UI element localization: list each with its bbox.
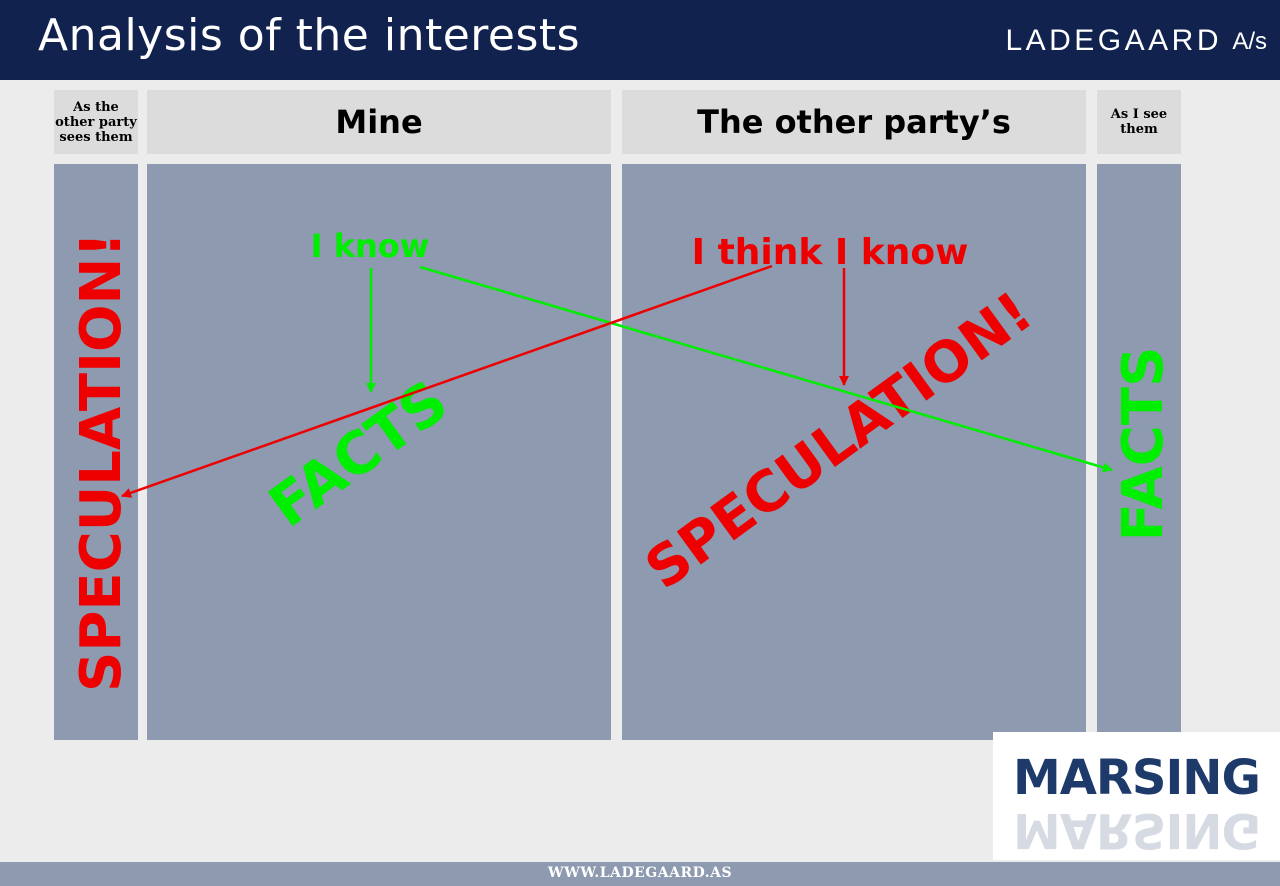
brand-logo: LADEGAARD <box>1005 24 1222 57</box>
footer-bar: WWW.LADEGAARD.AS <box>0 862 1280 886</box>
marsing-logo-text: MARSING <box>1013 750 1261 806</box>
column-heading-as-i-see: As I see them <box>1097 90 1181 154</box>
column-heading-other-party-sees: As the other party sees them <box>54 90 138 154</box>
speculation-left-label: SPECULATION! <box>69 232 134 692</box>
column-panel-as-i-see <box>1097 164 1181 740</box>
column-heading-mine: Mine <box>147 90 611 154</box>
column-panel-other-party-sees <box>54 164 138 740</box>
i-know-label: I know <box>311 227 430 265</box>
column-panel-other-party <box>622 164 1086 740</box>
brand-suffix: A/s <box>1232 28 1267 55</box>
column-heading-other-party: The other party’s <box>622 90 1086 154</box>
page-title: Analysis of the interests <box>38 10 581 61</box>
header-bar: Analysis of the interests LADEGAARD A/s <box>0 0 1280 80</box>
i-think-i-know-label: I think I know <box>692 232 969 273</box>
arrow-i-know-to-right-facts <box>419 265 1113 473</box>
marsing-logo: MARSING MARSING <box>993 732 1280 860</box>
facts-right-label: FACTS <box>1111 347 1176 542</box>
arrow-think-to-left-speculation <box>121 264 773 498</box>
facts-mine-label: FACTS <box>257 367 460 541</box>
speculation-other-label: SPECULATION! <box>634 280 1044 603</box>
column-panel-mine <box>147 164 611 740</box>
footer-url[interactable]: WWW.LADEGAARD.AS <box>547 865 733 881</box>
marsing-logo-reflection: MARSING <box>1013 802 1260 858</box>
